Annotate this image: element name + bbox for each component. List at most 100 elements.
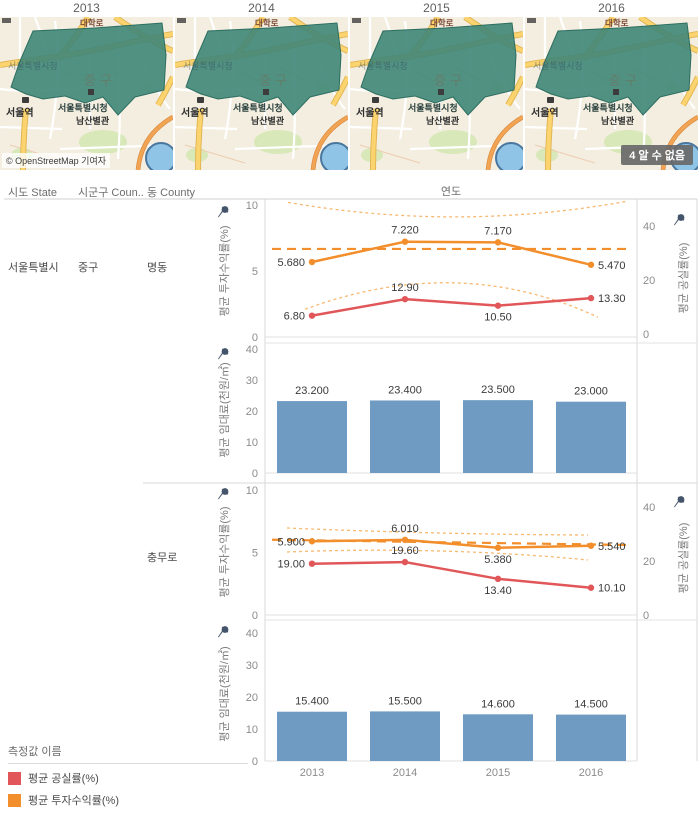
map-label: 남산별관 (76, 115, 110, 126)
axis-tick-label: 0 (252, 468, 258, 480)
district-polygon[interactable] (535, 22, 692, 116)
line-series[interactable] (310, 560, 593, 589)
return-swatch (8, 793, 21, 807)
axis-title: 평균 투자수익률(%) (218, 225, 231, 316)
pin-icon[interactable] (674, 214, 685, 226)
map-label: 대학로 (80, 18, 104, 28)
data-point[interactable] (401, 558, 409, 566)
data-point[interactable] (494, 239, 502, 246)
map-label: 서울특별시청 (8, 61, 58, 71)
map-panel-2015[interactable]: 2015 대학로 서울특별시청 중구 서울역 서울특별시청 남산별관 (350, 0, 523, 170)
map-2014[interactable]: 대학로 서울특별시청 중구 서울역 서울특별시청 남산별관 (175, 17, 348, 170)
line-series[interactable] (310, 240, 593, 267)
pin-icon[interactable] (218, 206, 229, 218)
map-attribution[interactable]: © OpenStreetMap 기여자 (2, 153, 111, 168)
axis-tick-label: 0 (643, 329, 649, 341)
map-zoom-control[interactable] (352, 18, 361, 23)
map-panel-2016[interactable]: 2016 대학로 서울특별시청 중구 서울역 서울특별시청 남산별관 4 알 수 없음 (525, 0, 698, 170)
map-label: 중구 (259, 73, 291, 88)
district-polygon[interactable] (360, 22, 517, 116)
building-icon (88, 89, 94, 95)
data-label: 6.010 (391, 523, 419, 535)
data-point[interactable] (308, 560, 316, 567)
axis-tick-label: 0 (252, 610, 258, 622)
line-series[interactable] (310, 296, 593, 317)
data-point[interactable] (587, 261, 595, 268)
data-point[interactable] (494, 302, 502, 309)
data-point[interactable] (308, 538, 316, 545)
bar[interactable] (370, 400, 440, 473)
map-2015[interactable]: 대학로 서울특별시청 중구 서울역 서울특별시청 남산별관 (350, 17, 523, 170)
bar[interactable] (277, 401, 347, 473)
legend-item-return[interactable]: 평균 투자수익률(%) (8, 792, 248, 808)
row-dong-chungmuro: 충무로 (147, 552, 178, 564)
data-point[interactable] (401, 536, 409, 544)
row-state: 서울특별시 (8, 262, 59, 274)
map-label: 서울역 (356, 106, 384, 119)
bar[interactable] (370, 711, 440, 761)
map-zoom-control[interactable] (177, 18, 186, 23)
data-point[interactable] (587, 584, 595, 591)
map-label: 중구 (609, 73, 641, 88)
map-label: 남산별관 (426, 115, 460, 126)
unknown-count-badge[interactable]: 4 알 수 없음 (621, 145, 693, 165)
data-point[interactable] (401, 295, 409, 303)
major-road (195, 108, 204, 170)
minor-road (184, 144, 246, 164)
bar[interactable] (463, 400, 533, 473)
map-year-header: 2013 (73, 1, 100, 15)
data-label: 7.220 (391, 225, 419, 237)
map-2013[interactable]: 대학로 서울특별시청 중구 서울역 서울특별시청 남산별관 (0, 17, 173, 170)
axis-tick-label: 20 (246, 406, 258, 418)
map-label: 대학로 (430, 18, 454, 28)
legend-label: 평균 공실률(%) (28, 773, 99, 785)
pin-icon[interactable] (674, 496, 685, 508)
district-polygon[interactable] (185, 22, 342, 116)
bar[interactable] (277, 711, 347, 761)
data-point[interactable] (587, 294, 595, 302)
map-label: 중구 (84, 73, 116, 88)
bar[interactable] (556, 401, 626, 473)
map-zoom-control[interactable] (527, 18, 536, 23)
bar[interactable] (556, 714, 626, 761)
legend-label: 평균 투자수익률(%) (28, 795, 120, 807)
map-label: 서울특별시청 (408, 102, 458, 113)
map-zoom-control[interactable] (2, 18, 11, 23)
district-polygon[interactable] (10, 22, 167, 116)
major-road (506, 76, 523, 107)
data-point[interactable] (494, 575, 502, 583)
pin-icon[interactable] (218, 626, 229, 638)
bar[interactable] (463, 714, 533, 761)
data-point[interactable] (587, 542, 595, 549)
x-axis-label: 2016 (579, 767, 603, 779)
pin-icon[interactable] (218, 348, 229, 360)
major-road (156, 76, 173, 107)
minor-road (525, 125, 588, 131)
map-panel-2013[interactable]: 2013 대학로 서울특별시청 중구 서울역 서울특별시청 남산별관 © OpenStre… (0, 0, 173, 170)
station-icon (547, 97, 554, 103)
minor-road (359, 144, 421, 164)
data-point[interactable] (401, 238, 409, 245)
x-axis-label: 2014 (393, 767, 417, 779)
header-county: 시군구 Coun.. (78, 187, 144, 199)
map-2016[interactable]: 대학로 서울특별시청 중구 서울역 서울특별시청 남산별관 (525, 17, 698, 170)
row-county: 중구 (78, 262, 99, 274)
data-point[interactable] (308, 312, 316, 319)
axis-tick-label: 30 (246, 660, 258, 672)
data-label: 23.000 (574, 386, 608, 398)
water-pond (145, 142, 173, 170)
axis-tick-label: 10 (246, 200, 258, 212)
data-point[interactable] (308, 258, 316, 266)
map-label: 대학로 (255, 18, 279, 28)
x-axis-title: 연도 (440, 186, 462, 198)
legend-item-vacancy[interactable]: 평균 공실률(%) (8, 770, 248, 786)
data-point[interactable] (494, 544, 502, 551)
data-label: 13.40 (484, 585, 512, 597)
trend-confidence-band (287, 200, 629, 218)
map-panel-2014[interactable]: 2014 대학로 서울특별시청 중구 서울역 서울특별시청 남산별관 (175, 0, 348, 170)
map-label: 중구 (434, 73, 466, 88)
line-series[interactable] (310, 538, 593, 549)
orange-road (311, 115, 348, 170)
pin-icon[interactable] (218, 488, 229, 500)
